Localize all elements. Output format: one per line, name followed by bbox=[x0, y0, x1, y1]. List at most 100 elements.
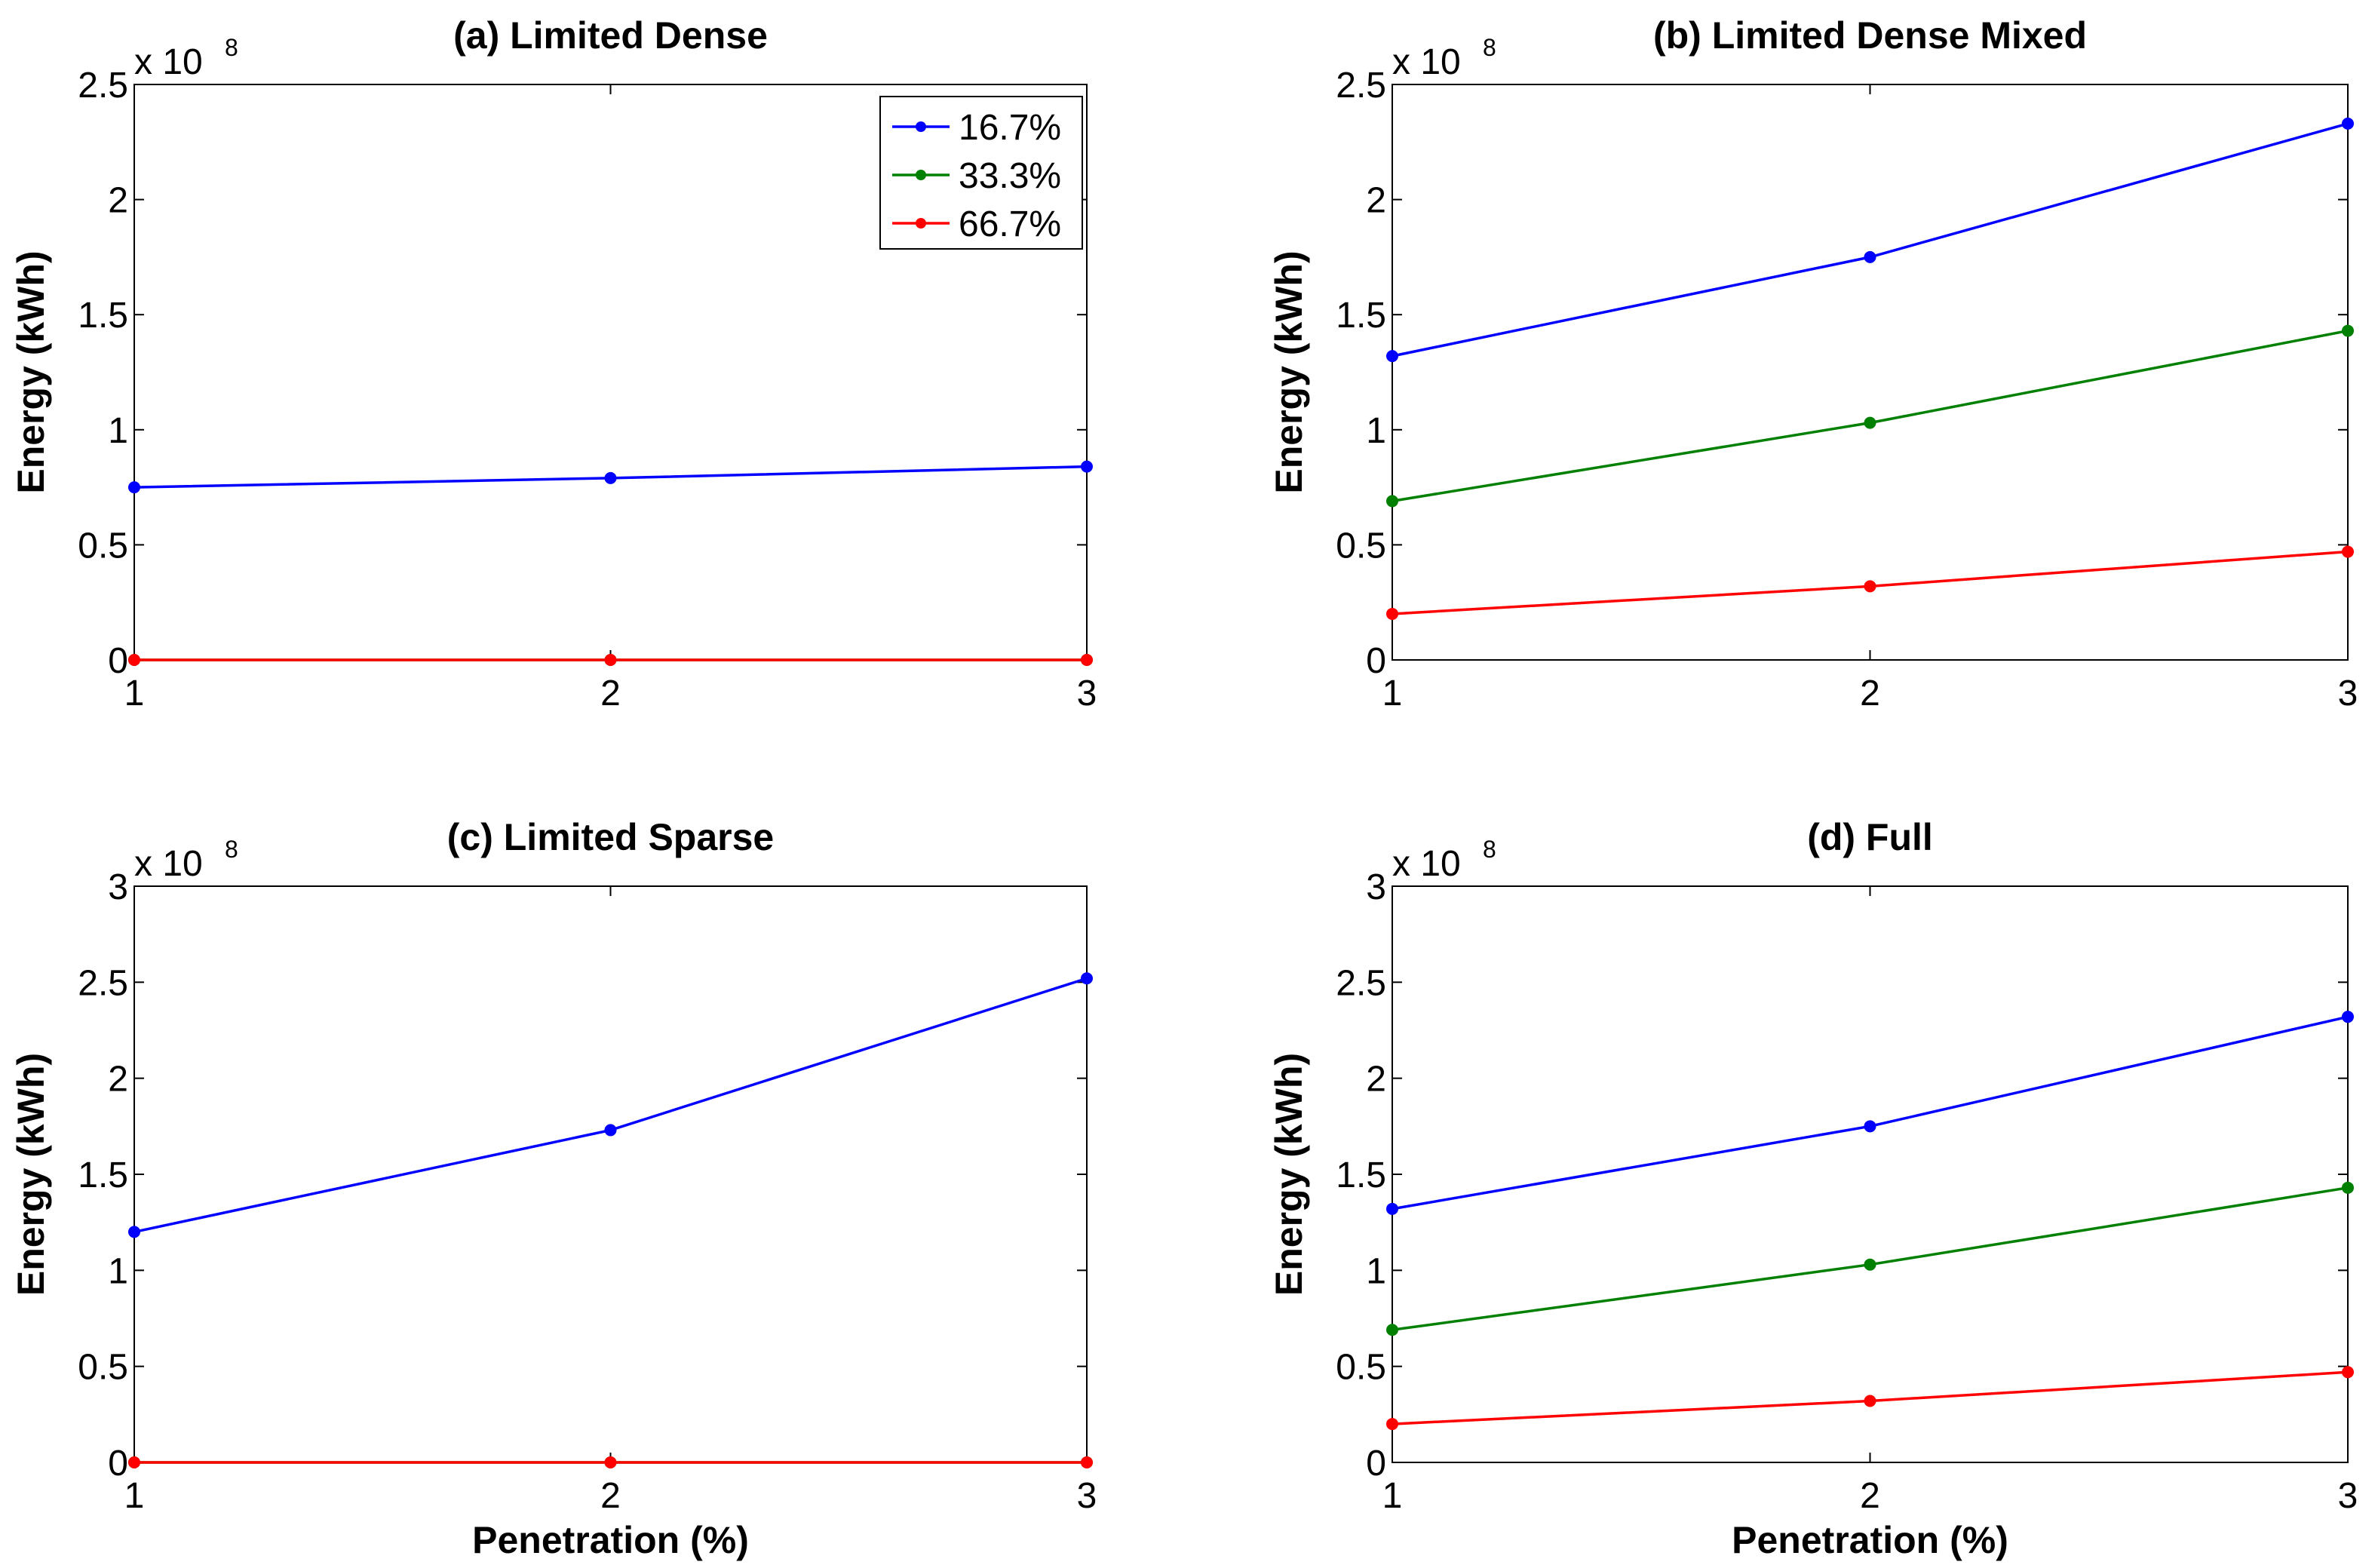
y-tick-label: 0.5 bbox=[1336, 1348, 1386, 1388]
axis-multiplier: x 10 bbox=[1392, 844, 1461, 884]
y-axis-label: Energy (kWh) bbox=[1268, 1053, 1310, 1296]
y-tick-label: 1.5 bbox=[1336, 296, 1386, 336]
data-point-16.7% bbox=[1864, 1120, 1876, 1133]
data-point-16.7% bbox=[604, 1124, 617, 1137]
subplot-c: 00.511.522.531 2 3x 10 8 (c) Limited SparseE… bbox=[10, 816, 1097, 1561]
y-tick-label: 2.5 bbox=[78, 66, 128, 106]
data-point-33.3% bbox=[1386, 1324, 1398, 1336]
legend-swatch-marker bbox=[916, 218, 926, 229]
y-tick-label: 2.5 bbox=[1336, 66, 1386, 106]
data-point-33.3% bbox=[1864, 1258, 1876, 1271]
y-tick-label: 3 bbox=[108, 867, 128, 907]
y-tick-label: 1 bbox=[108, 1251, 128, 1291]
data-point-16.7% bbox=[1081, 972, 1093, 985]
data-point-16.7% bbox=[1386, 350, 1398, 363]
data-point-66.7% bbox=[128, 654, 140, 666]
data-point-66.7% bbox=[2342, 545, 2354, 558]
legend-label: 33.3% bbox=[959, 156, 1061, 196]
data-point-16.7% bbox=[1864, 250, 1876, 263]
axis-multiplier-exponent: 8 bbox=[1483, 34, 1496, 61]
data-point-66.7% bbox=[1864, 1395, 1876, 1407]
data-point-66.7% bbox=[1864, 580, 1876, 593]
y-axis-label: Energy (kWh) bbox=[10, 1053, 52, 1296]
y-tick-label: 0.5 bbox=[1336, 526, 1386, 566]
data-point-66.7% bbox=[604, 1456, 617, 1468]
y-tick-label: 2 bbox=[108, 181, 128, 221]
axes-frame bbox=[133, 885, 1088, 1463]
legend: 16.7% 33.3% 66.7% bbox=[879, 96, 1083, 250]
data-point-66.7% bbox=[1386, 1418, 1398, 1431]
axis-multiplier: x 10 bbox=[134, 844, 203, 884]
chart-title: (a) Limited Dense bbox=[453, 14, 768, 57]
axis-multiplier: x 10 bbox=[134, 42, 203, 82]
axis-multiplier-exponent: 8 bbox=[225, 836, 238, 863]
y-tick-label: 1 bbox=[1366, 1251, 1386, 1291]
y-tick-label: 0 bbox=[108, 641, 128, 681]
subplot-b: 0 0.5 1 1.5 2 2.5 1 2 3 x 10 8 (b) Limited Dense Mi… bbox=[1268, 14, 2358, 713]
x-tick-label: 3 bbox=[2338, 674, 2358, 713]
legend-swatch-marker bbox=[916, 121, 926, 132]
y-tick-label: 1.5 bbox=[78, 296, 128, 336]
data-point-16.7% bbox=[128, 481, 140, 494]
axis-multiplier-exponent: 8 bbox=[225, 34, 238, 61]
data-point-66.7% bbox=[2342, 1366, 2354, 1379]
y-tick-label: 1.5 bbox=[1336, 1155, 1386, 1195]
subplot-a: 0 0.5 1 1.5 2 2.5 1 2 3 x 10 8 (a) Limited Dense Ene… bbox=[10, 14, 1097, 713]
data-point-33.3% bbox=[2342, 1181, 2354, 1194]
axis-multiplier-exponent: 8 bbox=[1483, 836, 1496, 863]
y-tick-label: 0.5 bbox=[78, 1348, 128, 1388]
y-tick-label: 0.5 bbox=[78, 526, 128, 566]
x-tick-label: 2 bbox=[600, 1476, 621, 1516]
y-tick-label: 1 bbox=[1366, 411, 1386, 451]
y-tick-label: 0 bbox=[108, 1444, 128, 1484]
x-tick-label: 2 bbox=[1860, 1476, 1880, 1516]
data-point-33.3% bbox=[1386, 495, 1398, 508]
x-tick-label: 3 bbox=[2338, 1476, 2358, 1516]
x-tick-label: 1 bbox=[1382, 674, 1403, 713]
data-point-33.3% bbox=[2342, 324, 2354, 337]
data-point-66.7% bbox=[604, 654, 617, 666]
x-tick-label: 1 bbox=[124, 674, 145, 713]
x-tick-label: 2 bbox=[1860, 674, 1880, 713]
data-point-66.7% bbox=[1081, 1456, 1093, 1468]
data-point-16.7% bbox=[2342, 117, 2354, 130]
x-axis-label: Penetration (%) bbox=[1732, 1519, 2008, 1561]
x-tick-label: 2 bbox=[600, 674, 621, 713]
y-tick-label: 2 bbox=[1366, 181, 1386, 221]
legend-swatch-marker bbox=[916, 170, 926, 180]
x-tick-label: 3 bbox=[1077, 1476, 1097, 1516]
axes-frame bbox=[1392, 84, 2349, 661]
legend-label: 16.7% bbox=[959, 108, 1061, 148]
y-tick-label: 3 bbox=[1366, 867, 1386, 907]
data-point-16.7% bbox=[128, 1226, 140, 1238]
x-tick-label: 1 bbox=[1382, 1476, 1403, 1516]
chart-title: (b) Limited Dense Mixed bbox=[1653, 14, 2087, 57]
data-point-66.7% bbox=[128, 1456, 140, 1468]
y-tick-label: 2.5 bbox=[1336, 963, 1386, 1003]
data-point-16.7% bbox=[2342, 1011, 2354, 1023]
chart-title: (c) Limited Sparse bbox=[447, 816, 774, 858]
legend-label: 66.7% bbox=[959, 204, 1061, 244]
data-point-66.7% bbox=[1386, 607, 1398, 620]
y-tick-label: 0 bbox=[1366, 1444, 1386, 1484]
y-axis-label: Energy (kWh) bbox=[1268, 250, 1310, 493]
data-point-16.7% bbox=[1386, 1202, 1398, 1215]
y-tick-label: 2.5 bbox=[78, 963, 128, 1003]
axes-frame bbox=[1392, 885, 2349, 1463]
y-tick-label: 2 bbox=[108, 1060, 128, 1100]
x-tick-label: 3 bbox=[1077, 674, 1097, 713]
y-tick-label: 2 bbox=[1366, 1060, 1386, 1100]
data-point-16.7% bbox=[1081, 460, 1093, 473]
data-point-66.7% bbox=[1081, 654, 1093, 666]
y-tick-label: 1.5 bbox=[78, 1155, 128, 1195]
y-axis-label: Energy (kWh) bbox=[10, 250, 52, 493]
x-axis-label: Penetration (%) bbox=[472, 1519, 749, 1561]
chart-title: (d) Full bbox=[1807, 816, 1933, 858]
y-tick-label: 0 bbox=[1366, 641, 1386, 681]
data-point-33.3% bbox=[1864, 416, 1876, 429]
y-tick-label: 1 bbox=[108, 411, 128, 451]
axis-multiplier: x 10 bbox=[1392, 42, 1461, 82]
x-tick-label: 1 bbox=[124, 1476, 145, 1516]
